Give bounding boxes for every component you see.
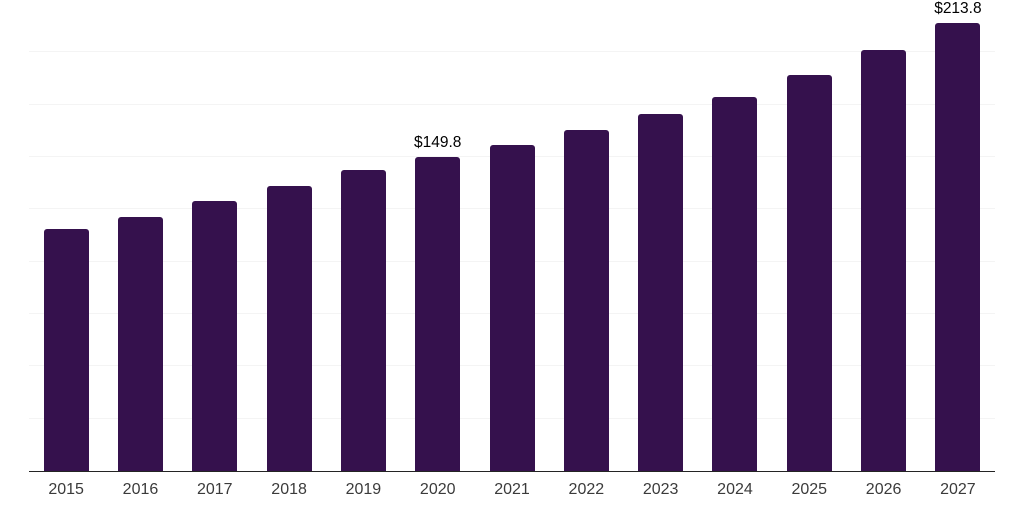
bar-band-2024 xyxy=(698,0,772,471)
bars-container: $149.8 $213.8 xyxy=(29,0,995,471)
bar-2019 xyxy=(340,169,386,471)
bar-band-2022 xyxy=(549,0,623,471)
bar-band-2023 xyxy=(624,0,698,471)
bar-band-2025 xyxy=(772,0,846,471)
bar-band-2019 xyxy=(326,0,400,471)
x-axis-labels: 2015 2016 2017 2018 2019 2020 2021 2022 2023 2024… xyxy=(29,481,995,499)
x-tick-label-2016: 2016 xyxy=(122,481,159,498)
bar-band-2018 xyxy=(252,0,326,471)
bar-band-2017 xyxy=(178,0,252,471)
bar-2024 xyxy=(712,96,758,471)
data-label-2027: $213.8 xyxy=(934,0,982,17)
x-tick-label-2027: 2027 xyxy=(940,481,976,498)
bar-2027 xyxy=(935,23,981,471)
x-tick-label-2017: 2017 xyxy=(196,481,233,498)
bar-band-2021 xyxy=(475,0,549,471)
bar-2022 xyxy=(563,130,609,471)
x-tick-label-2022: 2022 xyxy=(568,481,605,498)
bar-band-2020: $149.8 xyxy=(401,0,475,471)
x-tick-label-2024: 2024 xyxy=(717,481,753,498)
x-tick-label-2026: 2026 xyxy=(865,481,902,498)
data-label-2020: $149.8 xyxy=(414,133,462,151)
bar-2017 xyxy=(192,201,238,471)
bar-band-2027: $213.8 xyxy=(921,0,995,471)
x-tick-label-2015: 2015 xyxy=(48,481,84,498)
bar-2023 xyxy=(638,114,684,471)
bar-2018 xyxy=(266,186,312,471)
x-tick-label-2025: 2025 xyxy=(791,481,828,498)
bar-band-2015 xyxy=(29,0,103,471)
x-tick-label-2020: 2020 xyxy=(419,481,456,498)
bar-2026 xyxy=(861,50,907,471)
x-tick-label-2023: 2023 xyxy=(642,481,679,498)
bar-2016 xyxy=(117,216,163,471)
bar-2015 xyxy=(43,229,89,471)
bar-band-2016 xyxy=(103,0,177,471)
bar-2025 xyxy=(786,74,832,471)
x-tick-label-2018: 2018 xyxy=(271,481,307,498)
x-tick-label-2019: 2019 xyxy=(345,481,382,498)
bar-2021 xyxy=(489,144,535,471)
bar-2020 xyxy=(415,157,461,471)
gridline xyxy=(29,51,995,53)
bar-band-2026 xyxy=(846,0,920,471)
plot-area: $149.8 $213.8 xyxy=(29,0,995,472)
x-tick-label-2021: 2021 xyxy=(494,481,530,498)
gridline xyxy=(29,103,995,105)
